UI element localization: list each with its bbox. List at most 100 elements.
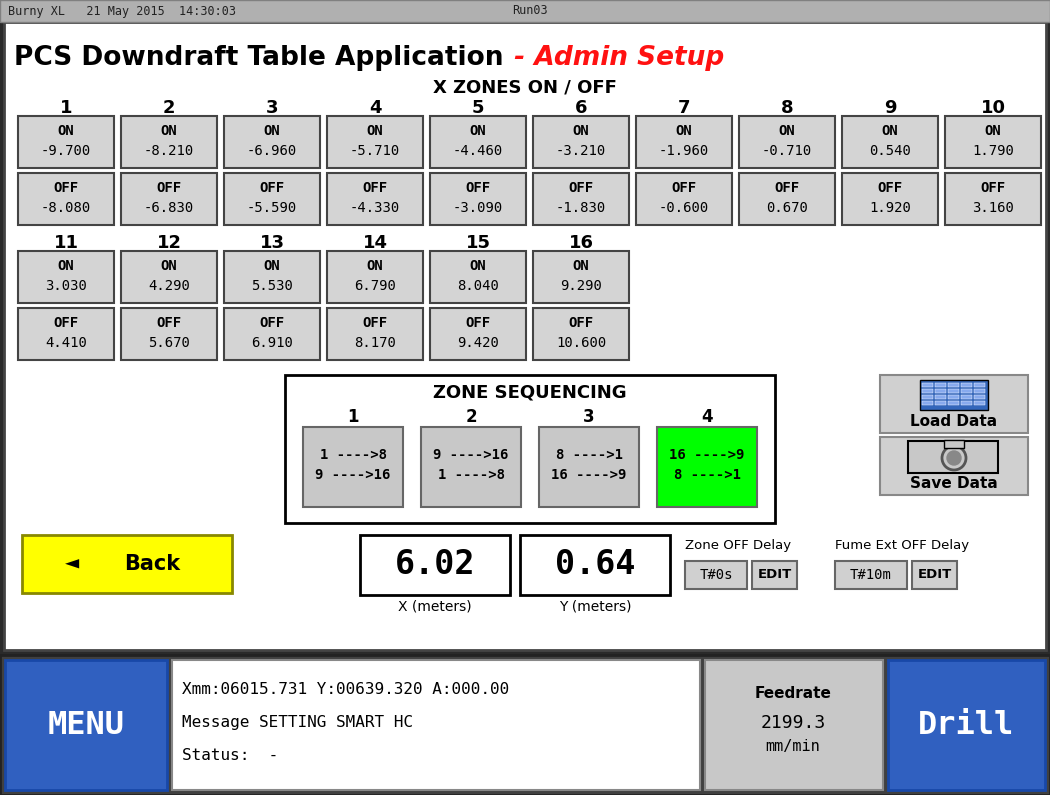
Bar <box>934 395 946 399</box>
Text: 6: 6 <box>574 99 587 117</box>
Text: 11: 11 <box>54 234 79 252</box>
Text: 10: 10 <box>981 99 1006 117</box>
Text: OFF: OFF <box>156 181 182 195</box>
Bar <box>922 389 933 393</box>
Bar <box>974 395 985 399</box>
Bar <box>961 389 972 393</box>
Text: ON: ON <box>572 124 589 138</box>
Text: Zone OFF Delay: Zone OFF Delay <box>685 538 791 552</box>
Bar <box>0 655 1050 795</box>
Text: 2: 2 <box>163 99 175 117</box>
Text: OFF: OFF <box>54 316 79 330</box>
Bar <box>739 173 835 225</box>
Text: 9 ---->16: 9 ---->16 <box>315 468 391 482</box>
Text: 8: 8 <box>781 99 794 117</box>
Text: OFF: OFF <box>465 316 490 330</box>
Bar <box>974 383 985 387</box>
Text: 3: 3 <box>583 408 594 426</box>
Text: 1: 1 <box>60 99 72 117</box>
Text: OFF: OFF <box>156 316 182 330</box>
Bar <box>4 22 1046 650</box>
Text: mm/min: mm/min <box>765 739 820 754</box>
Text: 9 ---->16: 9 ---->16 <box>434 448 508 462</box>
Text: 2199.3: 2199.3 <box>760 714 825 732</box>
Bar <box>172 660 700 790</box>
Text: 12: 12 <box>156 234 182 252</box>
Text: 3: 3 <box>266 99 278 117</box>
Bar <box>705 660 883 790</box>
Text: ON: ON <box>264 259 280 273</box>
Text: 13: 13 <box>259 234 285 252</box>
Bar <box>327 251 423 303</box>
Bar <box>18 251 114 303</box>
Text: Y (meters): Y (meters) <box>559 600 631 614</box>
Bar <box>685 561 747 589</box>
Text: OFF: OFF <box>568 181 593 195</box>
Text: ON: ON <box>366 259 383 273</box>
Bar <box>121 116 217 168</box>
Text: Save Data: Save Data <box>910 476 998 491</box>
Text: 9: 9 <box>884 99 897 117</box>
Text: OFF: OFF <box>465 181 490 195</box>
Bar <box>948 383 959 387</box>
Text: 1.920: 1.920 <box>869 201 911 215</box>
Text: Load Data: Load Data <box>910 414 998 429</box>
Text: -6.830: -6.830 <box>144 201 194 215</box>
Bar <box>533 116 629 168</box>
Bar <box>948 395 959 399</box>
Text: 1.790: 1.790 <box>972 144 1014 158</box>
Text: 4: 4 <box>701 408 713 426</box>
Text: 16: 16 <box>568 234 593 252</box>
Text: 15: 15 <box>465 234 490 252</box>
Text: EDIT: EDIT <box>918 568 951 581</box>
Text: ZONE SEQUENCING: ZONE SEQUENCING <box>434 384 627 402</box>
Text: 1 ---->8: 1 ---->8 <box>438 468 504 482</box>
Text: Xmm:06015.731 Y:00639.320 A:000.00: Xmm:06015.731 Y:00639.320 A:000.00 <box>182 682 509 697</box>
Text: -0.600: -0.600 <box>659 201 709 215</box>
Text: ON: ON <box>58 124 75 138</box>
Text: OFF: OFF <box>54 181 79 195</box>
Text: EDIT: EDIT <box>757 568 792 581</box>
Bar <box>657 427 757 507</box>
Bar <box>18 116 114 168</box>
Text: 4.290: 4.290 <box>148 279 190 293</box>
Bar <box>224 308 320 360</box>
Bar <box>908 441 998 473</box>
Text: -8.210: -8.210 <box>144 144 194 158</box>
Bar <box>636 173 732 225</box>
Bar <box>0 0 1050 22</box>
Bar <box>224 173 320 225</box>
Text: 3.030: 3.030 <box>45 279 87 293</box>
Text: 4: 4 <box>369 99 381 117</box>
Text: OFF: OFF <box>362 181 387 195</box>
Bar <box>945 116 1041 168</box>
Bar <box>430 173 526 225</box>
Text: ◄: ◄ <box>65 552 79 576</box>
Text: Drill: Drill <box>918 709 1014 740</box>
Bar <box>974 401 985 405</box>
Text: T#0s: T#0s <box>699 568 733 582</box>
Bar <box>121 173 217 225</box>
Text: 1: 1 <box>348 408 359 426</box>
Text: 5.530: 5.530 <box>251 279 293 293</box>
Text: OFF: OFF <box>362 316 387 330</box>
Bar <box>224 116 320 168</box>
Text: 9.290: 9.290 <box>560 279 602 293</box>
Bar <box>520 535 670 595</box>
Text: 1 ---->8: 1 ---->8 <box>319 448 386 462</box>
Text: -5.590: -5.590 <box>247 201 297 215</box>
Bar <box>961 401 972 405</box>
Bar <box>922 395 933 399</box>
Text: -6.960: -6.960 <box>247 144 297 158</box>
Bar <box>842 173 938 225</box>
Text: OFF: OFF <box>775 181 799 195</box>
Text: ON: ON <box>572 259 589 273</box>
Text: 7: 7 <box>677 99 690 117</box>
Text: ON: ON <box>366 124 383 138</box>
Text: OFF: OFF <box>259 316 285 330</box>
Text: OFF: OFF <box>568 316 593 330</box>
Text: ON: ON <box>264 124 280 138</box>
Bar <box>22 535 232 593</box>
Text: -9.700: -9.700 <box>41 144 91 158</box>
Text: ON: ON <box>161 124 177 138</box>
